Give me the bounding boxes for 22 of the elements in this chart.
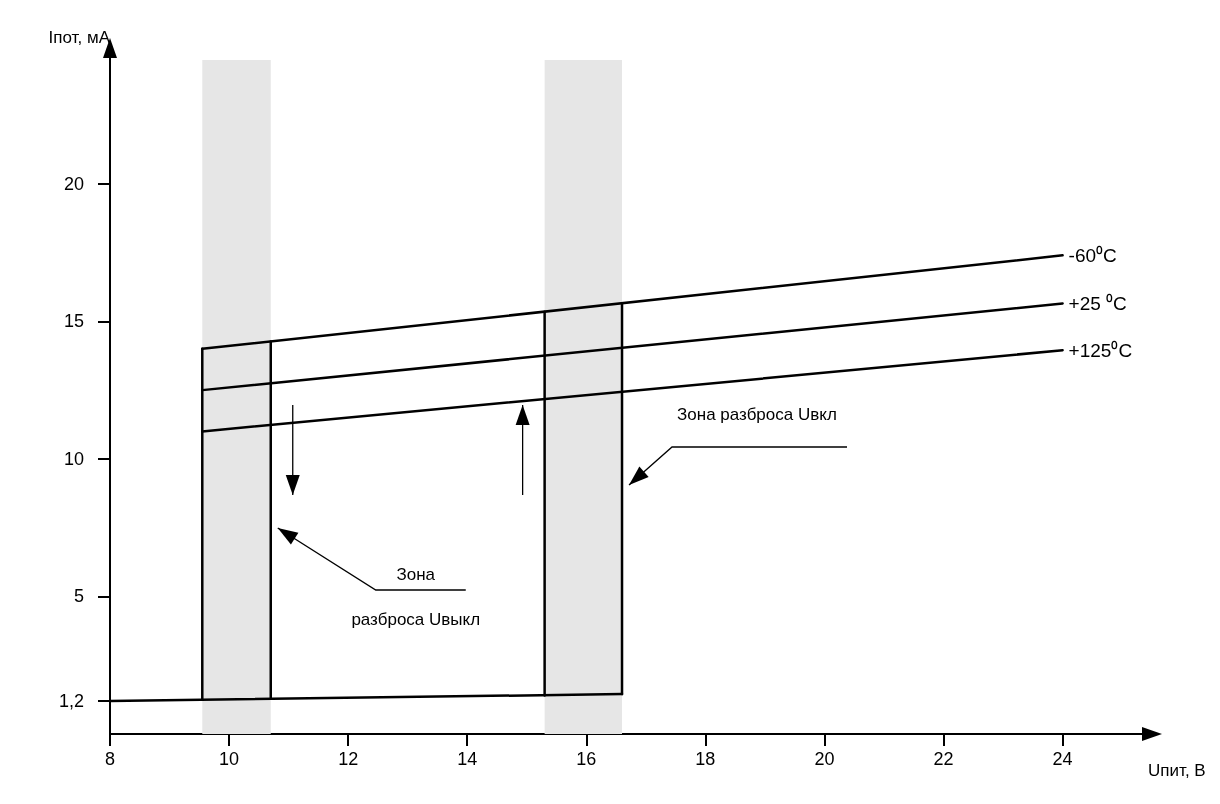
y-tick-label: 1,2 (58, 690, 84, 711)
x-tick-label: 12 (338, 749, 359, 769)
x-tick-label: 22 (933, 749, 954, 769)
series-label: +25 ⁰C (1068, 292, 1127, 314)
x-tick-label: 8 (104, 749, 116, 769)
x-tick-label: 10 (219, 749, 240, 769)
y-tick-label: 15 (63, 311, 84, 332)
series-label: -60⁰C (1068, 244, 1117, 266)
y-tick-label: 20 (63, 173, 84, 194)
annotation: Зона разброса Uвкл (677, 405, 837, 424)
series-label: +125⁰C (1068, 339, 1133, 361)
y-tick-label: 5 (73, 586, 84, 607)
x-tick-label: 14 (457, 749, 478, 769)
x-tick-label: 16 (576, 749, 597, 769)
x-tick-label: 18 (695, 749, 716, 769)
y-tick-label: 10 (63, 448, 84, 469)
annotation: Зона (396, 565, 436, 584)
annotation: разброса Uвыкл (351, 610, 481, 629)
y-axis-title: Iпот, мА (48, 28, 111, 47)
x-axis-title: Uпит, В (1148, 761, 1206, 780)
x-tick-label: 20 (814, 749, 835, 769)
x-tick-label: 24 (1052, 749, 1073, 769)
